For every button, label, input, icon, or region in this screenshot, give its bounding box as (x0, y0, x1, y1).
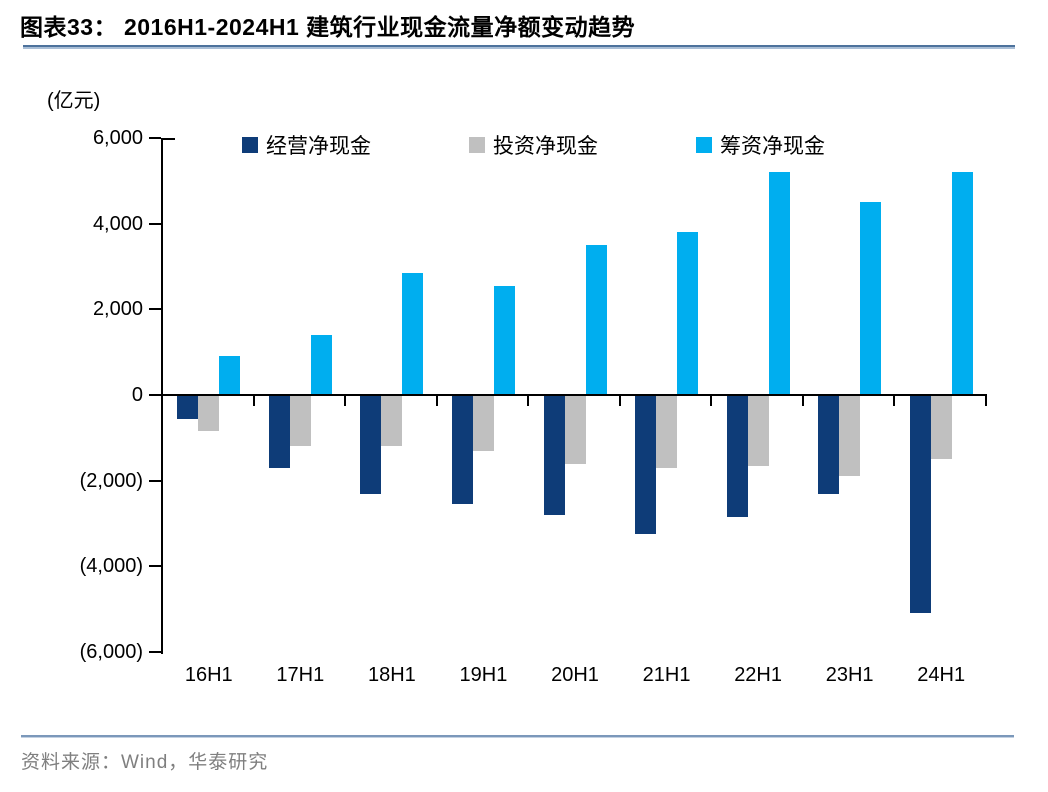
plot-area: 经营净现金 投资净现金 筹资净现金 6,000 4,000 2,000 0 (2,000) (… (80, 127, 987, 686)
bar-investing-17h1 (289, 395, 311, 447)
bar-operating-23h1 (818, 395, 840, 494)
bar-financing-17h1 (310, 335, 332, 395)
bar-operating-18h1 (360, 395, 382, 494)
x-axis-label: 24H1 (917, 664, 966, 686)
y-axis-tick (149, 651, 161, 653)
legend-swatch-icon (469, 137, 485, 153)
y-axis-label: 0 (131, 384, 143, 406)
y-axis-tick (149, 565, 161, 568)
bar-financing-23h1 (860, 202, 882, 395)
legend-label: 经营净现金 (266, 135, 371, 158)
bar-financing-21h1 (677, 232, 699, 395)
y-axis-tick (149, 222, 161, 225)
x-axis-label: 22H1 (734, 664, 782, 686)
bar-investing-21h1 (656, 395, 678, 468)
x-axis-label: 18H1 (367, 664, 416, 686)
y-axis-unit-label: (亿元) (47, 90, 101, 112)
y-axis-tick (149, 308, 161, 311)
legend-item-operating: 经营净现金 (242, 130, 371, 160)
y-axis-label: 4,000 (92, 212, 143, 235)
x-axis-tick (527, 395, 529, 406)
bar-operating-22h1 (726, 395, 748, 518)
x-axis-tick (710, 395, 712, 406)
source-note: 资料来源：Wind，华泰研究 (21, 752, 269, 773)
x-axis-tick (893, 395, 895, 406)
bar-investing-18h1 (381, 395, 403, 447)
bar-investing-19h1 (472, 395, 494, 451)
y-axis-tick (149, 479, 161, 482)
x-axis-tick (436, 395, 438, 406)
x-axis-tick (253, 395, 255, 406)
x-axis-tick (802, 395, 804, 406)
x-axis-label: 16H1 (184, 664, 233, 686)
x-axis-tick (344, 395, 346, 406)
bar-operating-24h1 (909, 395, 931, 614)
x-axis-zero-line (163, 394, 987, 396)
legend-label: 筹资净现金 (720, 135, 825, 158)
y-axis-label: (2,000) (79, 469, 143, 492)
y-axis-tick (149, 394, 161, 396)
y-axis-line (161, 138, 163, 654)
bar-financing-24h1 (951, 172, 973, 395)
bar-investing-16h1 (198, 395, 220, 432)
x-axis-tick (985, 395, 987, 406)
y-axis-label: (4,000) (79, 555, 143, 578)
x-axis-label: 23H1 (825, 664, 874, 686)
x-axis-label: 19H1 (459, 664, 508, 686)
bar-financing-18h1 (402, 272, 424, 395)
bar-operating-21h1 (635, 395, 657, 535)
bar-investing-20h1 (564, 395, 586, 464)
x-axis-label: 17H1 (276, 664, 325, 686)
bar-investing-23h1 (839, 395, 861, 477)
x-axis-tick (619, 395, 621, 406)
legend: 经营净现金 投资净现金 筹资净现金 (242, 130, 825, 160)
bar-operating-17h1 (268, 395, 290, 468)
bar-investing-22h1 (747, 395, 769, 466)
legend-item-investing: 投资净现金 (469, 130, 598, 160)
y-axis-label: 2,000 (92, 298, 143, 321)
title-divider (23, 45, 1015, 49)
legend-swatch-icon (242, 137, 258, 153)
bar-financing-19h1 (493, 285, 515, 395)
bar-financing-16h1 (219, 356, 241, 395)
chart-title: 图表33： 2016H1-2024H1 建筑行业现金流量净额变动趋势 (20, 14, 636, 40)
bar-operating-16h1 (177, 395, 199, 419)
bar-financing-22h1 (768, 172, 790, 395)
x-axis-label: 21H1 (642, 664, 691, 686)
y-axis-label: 6,000 (92, 127, 143, 149)
bar-operating-19h1 (451, 395, 473, 505)
bar-investing-24h1 (930, 395, 952, 460)
bar-financing-20h1 (585, 245, 607, 395)
footer-divider (21, 735, 1014, 738)
legend-swatch-icon (696, 137, 712, 153)
bar-operating-20h1 (543, 395, 565, 515)
y-axis-tick (149, 137, 161, 139)
y-axis-top-tick (161, 138, 175, 140)
legend-label: 投资净现金 (493, 135, 598, 158)
legend-item-financing: 筹资净现金 (696, 130, 825, 160)
x-axis-label: 20H1 (551, 664, 599, 686)
y-axis-label: (6,000) (79, 641, 143, 663)
